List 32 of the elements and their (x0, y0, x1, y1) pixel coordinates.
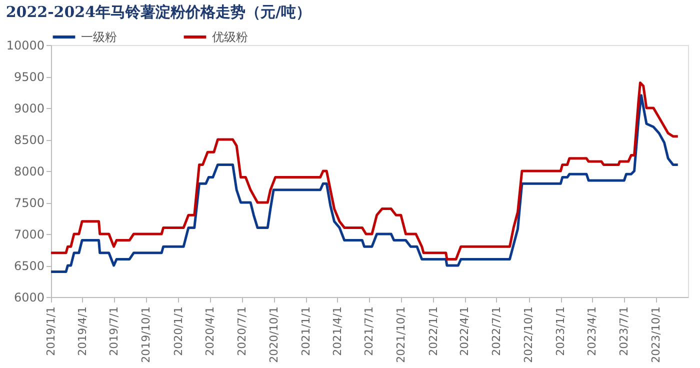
x-tick-label: 2020/7/1 (235, 306, 248, 356)
y-tick-label: 10000 (6, 38, 44, 52)
y-tick-label: 9000 (14, 102, 44, 116)
x-tick-label: 2020/4/1 (204, 306, 217, 356)
x-tick-label: 2022/1/1 (426, 306, 440, 356)
y-tick-label: 9500 (14, 70, 44, 84)
legend-label: 优级粉 (212, 30, 248, 44)
x-tick-label: 2021/7/1 (362, 306, 376, 356)
legend-label: 一级粉 (81, 30, 117, 44)
y-tick-label: 7500 (14, 196, 44, 210)
x-tick-label: 2020/1/1 (172, 306, 185, 356)
x-tick-label: 2023/4/1 (586, 306, 599, 356)
x-tick-label: 2023/1/1 (554, 306, 568, 356)
x-tick-label: 2022/10/1 (522, 306, 536, 363)
x-tick-label: 2019/10/1 (140, 306, 153, 363)
y-tick-label: 7000 (14, 228, 44, 242)
x-tick-label: 2020/10/1 (267, 306, 280, 363)
x-tick-label: 2023/10/1 (649, 306, 662, 363)
x-tick-label: 2021/1/1 (300, 306, 313, 356)
x-tick-label: 2021/4/1 (330, 306, 344, 356)
y-tick-label: 8000 (14, 164, 44, 178)
x-tick-label: 2022/7/1 (490, 306, 503, 356)
x-tick-label: 2019/7/1 (108, 306, 121, 356)
x-tick-label: 2019/1/1 (44, 306, 58, 356)
y-tick-label: 8500 (14, 133, 44, 147)
x-tick-label: 2021/10/1 (394, 306, 408, 363)
x-tick-label: 2019/4/1 (76, 306, 89, 356)
y-tick-label: 6000 (14, 290, 44, 304)
x-tick-label: 2022/4/1 (458, 306, 472, 356)
y-tick-label: 6500 (14, 259, 44, 273)
x-tick-label: 2023/7/1 (617, 306, 630, 356)
chart-title: 2022-2024年马铃薯淀粉价格走势（元/吨） (6, 3, 312, 21)
